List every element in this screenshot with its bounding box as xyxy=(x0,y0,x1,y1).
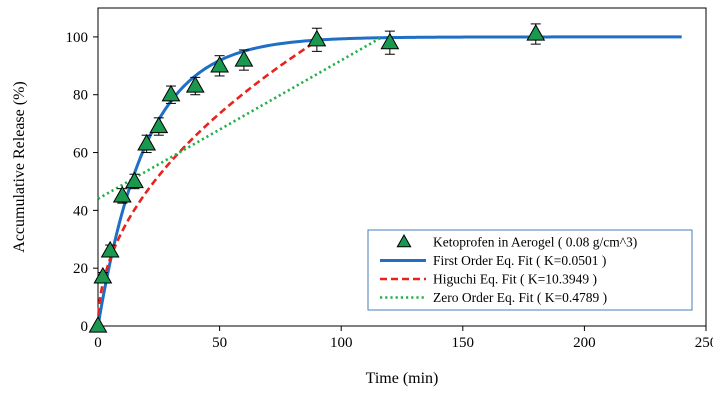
y-tick-label: 60 xyxy=(73,146,88,162)
data-point-triangle xyxy=(102,242,119,257)
legend-label-data: Ketoprofen in Aerogel ( 0.08 g/cm^3) xyxy=(433,235,637,250)
data-point-triangle xyxy=(150,118,167,133)
x-tick-label: 50 xyxy=(212,335,227,351)
data-point-triangle xyxy=(89,317,106,332)
legend: Ketoprofen in Aerogel ( 0.08 g/cm^3) Fir… xyxy=(368,230,692,310)
legend-label-zero-order: Zero Order Eq. Fit ( K=0.4789 ) xyxy=(433,290,607,305)
legend-label-higuchi: Higuchi Eq. Fit ( K=10.3949 ) xyxy=(433,272,597,287)
x-tick-label: 150 xyxy=(452,335,475,351)
y-axis-title: Accumulative Release (%) xyxy=(11,81,28,252)
x-tick-label: 200 xyxy=(573,335,596,351)
legend-label-first-order: First Order Eq. Fit ( K=0.0501 ) xyxy=(433,253,606,268)
x-axis-title: Time (min) xyxy=(366,370,439,387)
y-tick-label: 100 xyxy=(66,30,89,46)
x-tick-label: 0 xyxy=(94,335,102,351)
x-tick-label: 250 xyxy=(695,335,713,351)
y-tick-label: 40 xyxy=(73,203,88,219)
y-tick-label: 0 xyxy=(81,319,89,335)
data-point-triangle xyxy=(381,34,398,49)
y-tick-label: 20 xyxy=(73,261,88,277)
data-point-triangle xyxy=(527,25,544,40)
y-tick-label: 80 xyxy=(73,88,88,104)
data-point-triangle xyxy=(138,135,155,150)
x-tick-label: 100 xyxy=(330,335,353,351)
